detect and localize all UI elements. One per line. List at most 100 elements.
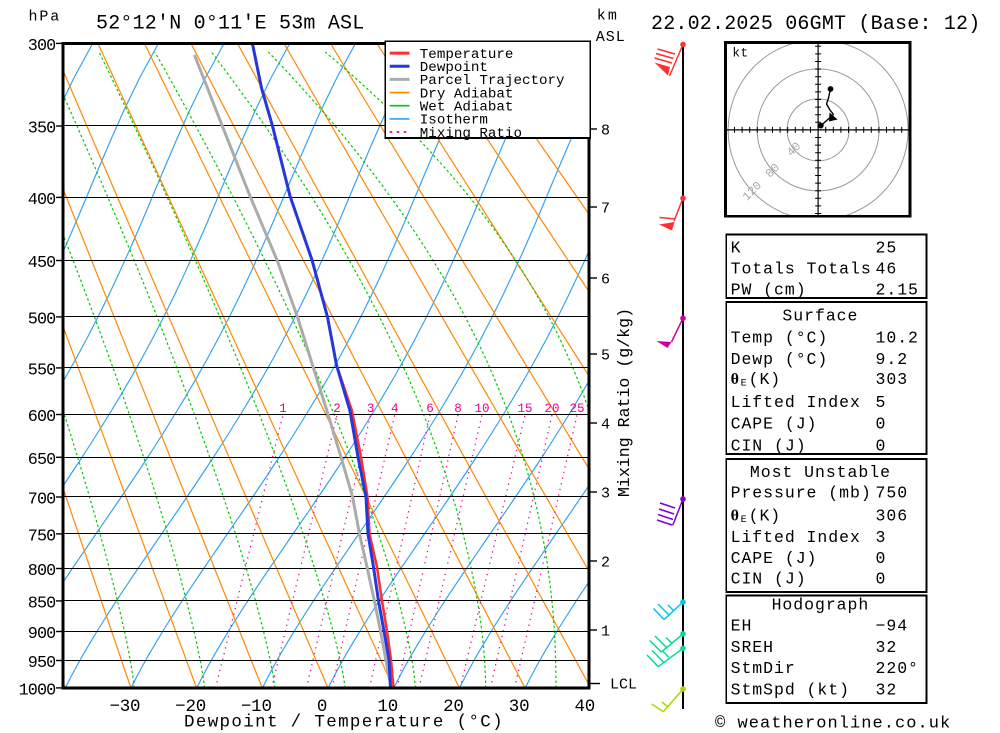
svg-text:(K): (K)	[749, 507, 782, 526]
svg-text:30: 30	[509, 697, 530, 717]
svg-text:9.2: 9.2	[876, 350, 909, 369]
svg-text:Wet Adiabat: Wet Adiabat	[420, 100, 514, 116]
svg-text:hPa: hPa	[29, 8, 62, 25]
svg-text:Mixing Ratio: Mixing Ratio	[420, 126, 522, 142]
svg-text:5: 5	[601, 347, 610, 364]
svg-text:−10: −10	[241, 697, 272, 717]
svg-text:25: 25	[876, 239, 898, 258]
svg-text:Totals Totals: Totals Totals	[731, 260, 872, 279]
svg-text:650: 650	[28, 451, 56, 470]
svg-text:SREH: SREH	[731, 638, 774, 657]
svg-text:3: 3	[876, 528, 887, 547]
svg-text:6: 6	[426, 402, 434, 416]
svg-text:Temp (°C): Temp (°C)	[731, 328, 829, 347]
svg-text:StmDir: StmDir	[731, 659, 796, 678]
svg-text:Dewp (°C): Dewp (°C)	[731, 350, 829, 369]
svg-text:0: 0	[317, 697, 327, 717]
svg-text:10: 10	[377, 697, 398, 717]
svg-text:2: 2	[601, 554, 610, 571]
svg-text:1: 1	[279, 402, 287, 416]
svg-text:km: km	[597, 8, 619, 25]
svg-text:2.15: 2.15	[876, 280, 919, 299]
svg-text:10: 10	[474, 402, 489, 416]
svg-text:Mixing Ratio (g/kg): Mixing Ratio (g/kg)	[615, 308, 634, 497]
svg-text:Lifted Index: Lifted Index	[731, 393, 861, 412]
svg-text:−30: −30	[109, 697, 140, 717]
svg-text:52°12'N 0°11'E 53m ASL: 52°12'N 0°11'E 53m ASL	[96, 13, 364, 36]
svg-text:220°: 220°	[876, 659, 919, 678]
svg-text:Surface: Surface	[782, 307, 858, 326]
svg-text:Dewpoint / Temperature (°C): Dewpoint / Temperature (°C)	[184, 712, 504, 732]
svg-text:Isotherm: Isotherm	[420, 113, 488, 129]
svg-text:750: 750	[876, 484, 909, 503]
svg-text:550: 550	[28, 361, 56, 380]
svg-text:ASL: ASL	[596, 29, 626, 46]
svg-text:450: 450	[28, 254, 56, 273]
svg-text:1: 1	[601, 623, 610, 640]
svg-text:600: 600	[28, 408, 56, 427]
svg-text:4: 4	[391, 402, 399, 416]
svg-text:40: 40	[574, 697, 595, 717]
svg-text:10.2: 10.2	[876, 328, 919, 347]
svg-text:5: 5	[876, 393, 887, 412]
svg-text:© weatheronline.co.uk: © weatheronline.co.uk	[715, 715, 951, 733]
svg-text:Pressure (mb): Pressure (mb)	[731, 484, 872, 503]
svg-text:kt: kt	[732, 47, 748, 61]
svg-text:900: 900	[28, 625, 56, 644]
svg-text:4: 4	[601, 416, 610, 433]
svg-text:7: 7	[601, 200, 610, 217]
svg-text:−94: −94	[876, 617, 909, 636]
svg-text:StmSpd (kt): StmSpd (kt)	[731, 680, 850, 699]
svg-text:Parcel Trajectory: Parcel Trajectory	[420, 73, 565, 89]
svg-text:3: 3	[367, 402, 375, 416]
svg-text:8: 8	[601, 122, 610, 139]
svg-text:Dewpoint: Dewpoint	[420, 60, 488, 76]
svg-text:0: 0	[876, 436, 887, 455]
svg-text:EH: EH	[731, 617, 753, 636]
svg-text:0: 0	[876, 549, 887, 568]
svg-text:300: 300	[28, 37, 56, 56]
svg-text:20: 20	[443, 697, 464, 717]
svg-text:6: 6	[601, 271, 610, 288]
svg-text:2: 2	[333, 402, 341, 416]
svg-text:306: 306	[876, 507, 909, 526]
svg-text:E: E	[741, 379, 747, 390]
svg-text:θ: θ	[731, 371, 739, 388]
svg-text:CAPE (J): CAPE (J)	[731, 549, 818, 568]
svg-text:950: 950	[28, 654, 56, 673]
svg-text:500: 500	[28, 310, 56, 329]
svg-text:3: 3	[601, 485, 610, 502]
svg-text:−20: −20	[175, 697, 206, 717]
svg-text:Dry Adiabat: Dry Adiabat	[420, 86, 514, 102]
svg-text:Hodograph: Hodograph	[772, 595, 870, 614]
svg-text:0: 0	[876, 414, 887, 433]
svg-text:CAPE (J): CAPE (J)	[731, 414, 818, 433]
svg-text:25: 25	[569, 402, 584, 416]
svg-text:400: 400	[28, 191, 56, 210]
svg-text:700: 700	[28, 491, 56, 510]
svg-text:20: 20	[544, 402, 559, 416]
svg-text:850: 850	[28, 594, 56, 613]
svg-text:E: E	[741, 515, 747, 526]
svg-text:θ: θ	[731, 508, 739, 525]
svg-text:0: 0	[876, 570, 887, 589]
svg-text:8: 8	[454, 402, 462, 416]
svg-text:PW (cm): PW (cm)	[731, 280, 807, 299]
svg-text:Temperature: Temperature	[420, 47, 514, 63]
svg-text:350: 350	[28, 120, 56, 139]
svg-text:32: 32	[876, 638, 898, 657]
svg-text:CIN (J): CIN (J)	[731, 436, 807, 455]
svg-text:Most Unstable: Most Unstable	[750, 463, 891, 482]
svg-text:800: 800	[28, 562, 56, 581]
svg-text:750: 750	[28, 527, 56, 546]
svg-text:(K): (K)	[749, 370, 782, 389]
svg-text:CIN (J): CIN (J)	[731, 570, 807, 589]
svg-text:K: K	[731, 239, 742, 258]
svg-text:22.02.2025 06GMT (Base: 12): 22.02.2025 06GMT (Base: 12)	[651, 13, 980, 36]
svg-text:32: 32	[876, 680, 898, 699]
svg-text:15: 15	[517, 402, 532, 416]
svg-text:46: 46	[876, 260, 898, 279]
svg-text:1000: 1000	[19, 681, 57, 700]
svg-text:LCL: LCL	[610, 677, 637, 694]
svg-text:Lifted Index: Lifted Index	[731, 528, 861, 547]
